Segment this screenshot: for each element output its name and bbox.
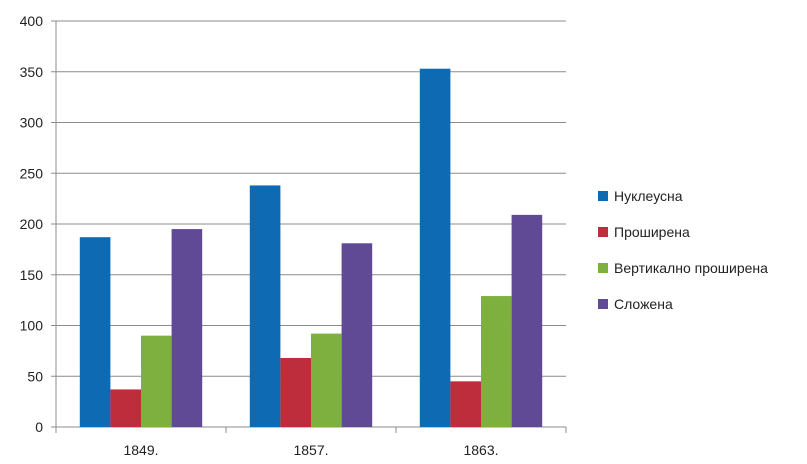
bar — [110, 389, 141, 427]
bar — [171, 229, 203, 427]
y-tick-label: 50 — [27, 368, 43, 384]
bar-series — [79, 68, 543, 427]
x-tick-label: 1863. — [463, 442, 498, 458]
bar — [419, 68, 451, 427]
legend-label-slozhena: Сложена — [614, 296, 673, 312]
bar — [450, 381, 481, 427]
y-axis: 0 50 100 150 200 250 300 350 400 — [20, 13, 57, 435]
y-tick-label: 200 — [20, 216, 44, 232]
y-tick-label: 400 — [20, 13, 44, 29]
bar — [511, 214, 543, 427]
legend-label-nukleusna: Нуклеусна — [614, 188, 683, 204]
legend: Нуклеусна Проширена Вертикално проширена… — [598, 178, 807, 322]
legend-label-proshirena: Проширена — [614, 224, 690, 240]
y-tick-label: 150 — [20, 267, 44, 283]
bar — [141, 335, 172, 427]
legend-swatch-nukleusna — [598, 191, 608, 201]
gridlines — [56, 20, 566, 377]
legend-item-slozhena: Сложена — [598, 286, 807, 322]
bar — [311, 333, 342, 427]
bar — [79, 237, 111, 427]
legend-swatch-vertikalno-proshirena — [598, 263, 608, 273]
y-tick-label: 0 — [35, 419, 43, 435]
legend-item-nukleusna: Нуклеусна — [598, 178, 807, 214]
legend-item-vertikalno-proshirena: Вертикално проширена — [598, 250, 807, 286]
y-tick-label: 250 — [20, 165, 44, 181]
y-tick-label: 350 — [20, 64, 44, 80]
x-tick-label: 1857. — [293, 442, 328, 458]
legend-label-vertikalno-proshirena: Вертикално проширена — [614, 260, 768, 276]
bar — [249, 185, 281, 427]
legend-swatch-slozhena — [598, 299, 608, 309]
bar — [280, 357, 311, 427]
legend-item-proshirena: Проширена — [598, 214, 807, 250]
x-axis: 1849. 1857. 1863. — [55, 426, 567, 458]
y-tick-label: 100 — [20, 318, 44, 334]
x-tick-label: 1849. — [123, 442, 158, 458]
bar — [341, 243, 373, 427]
y-tick-label: 300 — [20, 115, 44, 131]
bar — [481, 296, 512, 427]
legend-swatch-proshirena — [598, 227, 608, 237]
